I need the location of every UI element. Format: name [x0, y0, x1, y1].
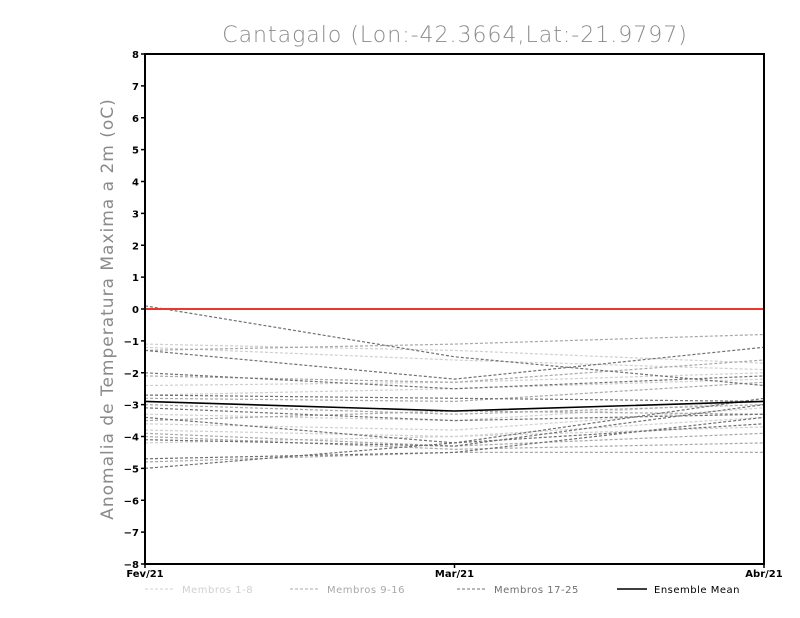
y-tick-label: −1: [124, 337, 139, 348]
member-line: [144, 394, 765, 402]
y-tick-label: 2: [132, 241, 139, 252]
member-line: [144, 404, 765, 447]
member-line: [144, 397, 765, 469]
member-line: [144, 407, 765, 431]
y-tick-label: 1: [132, 273, 139, 284]
y-tick-label: −2: [124, 369, 139, 380]
member-line: [144, 378, 765, 396]
y-tick-label: 7: [132, 82, 139, 93]
member-line: [144, 359, 765, 383]
y-axis-ticks: −8 −7 −6 −5 −4 −3 −2 −1 0 1 2 3 4 5 6 7 8: [124, 50, 145, 571]
member-line: [144, 305, 765, 387]
legend: Membros 1-8 Membros 9-16 Membros 17-25 Ense…: [145, 585, 740, 596]
y-tick-label: 3: [132, 209, 139, 220]
legend-label: Ensemble Mean: [654, 585, 740, 596]
y-tick-label: 6: [132, 114, 139, 125]
member-line: [144, 407, 765, 422]
member-line: [144, 435, 765, 450]
chart-title: Cantagalo (Lon:-42.3664,Lat:-21.9797): [222, 23, 688, 48]
legend-label: Membros 9-16: [327, 585, 405, 596]
member-line: [144, 346, 765, 380]
legend-label: Membros 1-8: [182, 585, 253, 596]
member-line: [144, 451, 764, 463]
x-tick-label: Mar/21: [435, 569, 474, 580]
y-axis-label: Anomalia de Temperatura Maxima a 2m (oC): [98, 98, 118, 520]
x-tick-label: Abr/21: [745, 569, 782, 580]
x-tick-label: Fev/21: [126, 569, 163, 580]
y-tick-label: −8: [124, 560, 139, 571]
member-line: [144, 416, 765, 460]
y-tick-label: −7: [124, 528, 139, 539]
member-line: [144, 432, 765, 447]
y-tick-label: 4: [132, 178, 139, 189]
y-tick-label: −6: [124, 496, 139, 507]
y-tick-label: −5: [124, 464, 139, 475]
y-tick-label: 5: [132, 146, 139, 157]
ensemble-mean-line: [144, 400, 765, 412]
member-line: [144, 333, 765, 351]
member-line: [144, 404, 765, 415]
y-tick-label: −3: [124, 401, 139, 412]
series-layer: [144, 305, 765, 469]
legend-label: Membros 17-25: [494, 585, 579, 596]
member-line: [144, 343, 765, 364]
y-tick-label: 8: [132, 50, 139, 61]
x-axis-ticks: Fev/21 Mar/21 Abr/21: [126, 564, 783, 580]
member-line: [144, 410, 765, 422]
member-line: [144, 372, 765, 390]
member-line: [144, 381, 765, 403]
member-line: [144, 346, 765, 371]
y-tick-label: 0: [132, 305, 139, 316]
member-line: [144, 416, 765, 438]
y-tick-label: −4: [124, 433, 139, 444]
